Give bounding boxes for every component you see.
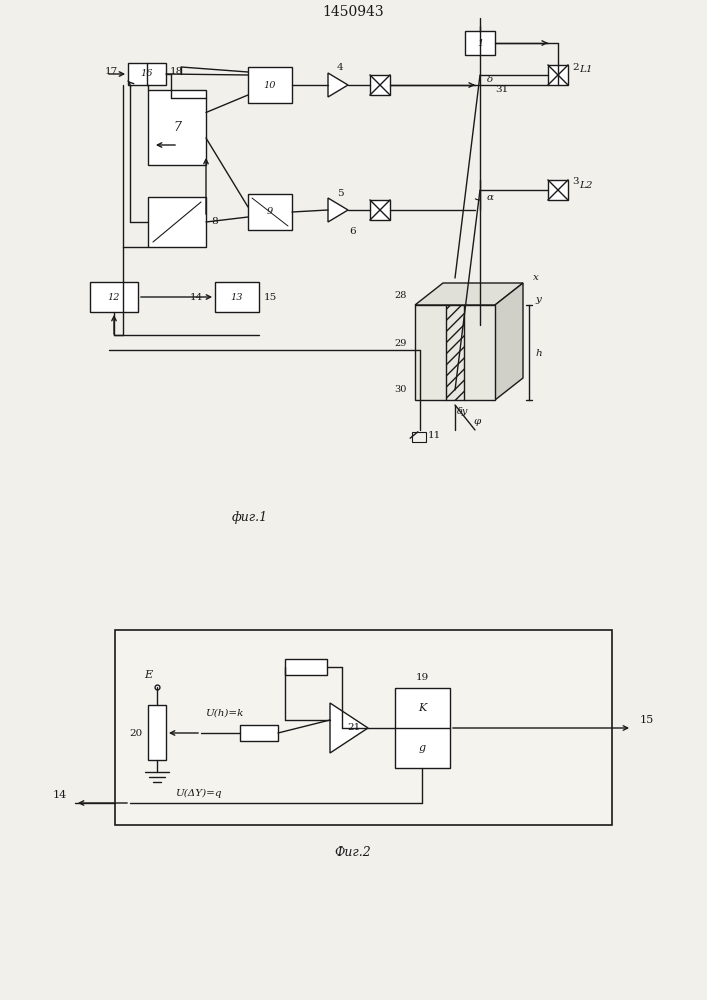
Text: 18: 18 <box>170 66 183 76</box>
Text: 17: 17 <box>105 66 118 76</box>
Bar <box>370 200 390 220</box>
Text: g: g <box>419 743 426 753</box>
Text: 21: 21 <box>347 724 361 732</box>
Bar <box>548 180 568 200</box>
Text: 5: 5 <box>337 188 344 198</box>
Text: x: x <box>533 273 539 282</box>
Text: 16: 16 <box>141 70 153 79</box>
Text: 31: 31 <box>496 86 508 95</box>
Text: 9: 9 <box>267 208 273 217</box>
Text: y: y <box>535 296 541 304</box>
Bar <box>285 659 327 675</box>
Text: 13: 13 <box>230 292 243 302</box>
Text: 8: 8 <box>211 218 218 227</box>
Text: 4: 4 <box>337 64 344 73</box>
Text: 28: 28 <box>395 290 407 300</box>
Bar <box>395 688 450 768</box>
Polygon shape <box>330 703 368 753</box>
Polygon shape <box>495 283 523 400</box>
Text: 7: 7 <box>173 121 181 134</box>
Bar <box>446 305 464 400</box>
Bar <box>215 282 259 312</box>
Bar <box>240 725 278 741</box>
Text: 2: 2 <box>572 62 578 72</box>
Text: φ: φ <box>474 418 481 426</box>
Text: L1: L1 <box>579 66 592 75</box>
Text: U(ΔY)=q: U(ΔY)=q <box>175 788 221 798</box>
Text: 15: 15 <box>264 292 277 302</box>
Text: 11: 11 <box>428 432 441 440</box>
Text: фиг.1: фиг.1 <box>232 512 268 524</box>
Text: U(h)=k: U(h)=k <box>205 708 243 718</box>
Text: 19: 19 <box>416 674 428 682</box>
Text: 1450943: 1450943 <box>322 5 384 19</box>
Bar <box>548 65 568 85</box>
Bar <box>148 705 166 760</box>
Bar <box>90 282 138 312</box>
Bar <box>248 67 292 103</box>
Text: 3: 3 <box>572 178 578 186</box>
Text: L2: L2 <box>579 180 592 190</box>
Text: 12: 12 <box>107 292 120 302</box>
Text: 30: 30 <box>395 385 407 394</box>
Text: 14: 14 <box>53 790 67 800</box>
Text: 29: 29 <box>395 338 407 348</box>
Bar <box>148 90 206 165</box>
Text: h: h <box>535 349 542 358</box>
Bar <box>128 63 166 85</box>
Bar <box>115 630 612 825</box>
Text: Фиг.2: Фиг.2 <box>334 846 371 858</box>
Text: 15: 15 <box>640 715 654 725</box>
Text: δ: δ <box>487 76 493 85</box>
Bar <box>412 432 426 442</box>
Text: 1: 1 <box>477 38 483 47</box>
Text: 20: 20 <box>130 728 143 738</box>
Text: 14: 14 <box>189 292 203 302</box>
Polygon shape <box>328 198 348 222</box>
Text: K: K <box>418 703 426 713</box>
Bar <box>248 194 292 230</box>
Bar <box>148 197 206 247</box>
Text: δy: δy <box>457 408 469 416</box>
Text: E: E <box>144 670 152 680</box>
Polygon shape <box>415 283 523 305</box>
Bar <box>465 31 495 55</box>
Text: 6: 6 <box>350 228 356 236</box>
Bar <box>370 75 390 95</box>
Polygon shape <box>328 73 348 97</box>
Text: 10: 10 <box>264 81 276 90</box>
Bar <box>415 305 495 400</box>
Text: α: α <box>486 194 493 202</box>
